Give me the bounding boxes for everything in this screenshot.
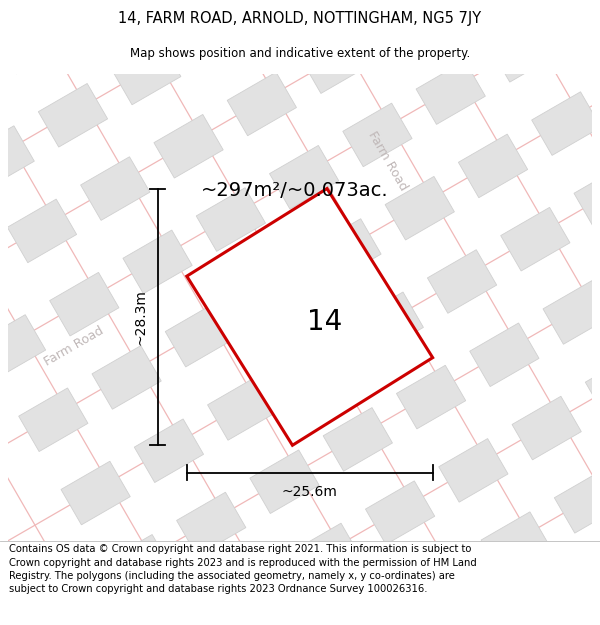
Polygon shape	[439, 439, 508, 502]
Polygon shape	[323, 408, 392, 471]
Polygon shape	[334, 596, 404, 625]
Polygon shape	[447, 0, 517, 9]
Polygon shape	[481, 512, 550, 576]
Polygon shape	[512, 396, 581, 460]
Polygon shape	[543, 281, 600, 344]
Text: ~25.6m: ~25.6m	[282, 485, 338, 499]
Polygon shape	[500, 208, 570, 271]
Text: ~28.3m: ~28.3m	[133, 289, 147, 345]
Polygon shape	[292, 523, 361, 587]
Polygon shape	[7, 199, 77, 262]
Polygon shape	[103, 534, 173, 598]
Polygon shape	[134, 419, 203, 482]
Polygon shape	[343, 103, 412, 167]
Polygon shape	[281, 334, 350, 398]
Polygon shape	[219, 566, 288, 625]
Polygon shape	[586, 354, 600, 418]
Polygon shape	[187, 189, 433, 445]
Polygon shape	[146, 608, 215, 625]
Polygon shape	[470, 323, 539, 387]
Polygon shape	[416, 61, 485, 124]
Polygon shape	[269, 146, 339, 209]
Polygon shape	[258, 0, 328, 20]
Polygon shape	[123, 230, 192, 294]
Polygon shape	[408, 554, 477, 618]
Polygon shape	[354, 292, 424, 356]
Polygon shape	[19, 388, 88, 451]
Polygon shape	[50, 272, 119, 336]
Text: 14, FARM ROAD, ARNOLD, NOTTINGHAM, NG5 7JY: 14, FARM ROAD, ARNOLD, NOTTINGHAM, NG5 7…	[118, 11, 482, 26]
Polygon shape	[365, 481, 435, 544]
Polygon shape	[397, 365, 466, 429]
Polygon shape	[208, 377, 277, 440]
Text: Map shows position and indicative extent of the property.: Map shows position and indicative extent…	[130, 47, 470, 59]
Polygon shape	[185, 0, 254, 62]
Polygon shape	[312, 219, 381, 282]
Polygon shape	[458, 134, 527, 198]
Polygon shape	[61, 461, 130, 525]
Text: ~297m²/~0.073ac.: ~297m²/~0.073ac.	[202, 181, 389, 200]
Polygon shape	[0, 10, 65, 74]
Text: 14: 14	[307, 308, 342, 336]
Polygon shape	[0, 314, 46, 378]
Polygon shape	[69, 0, 139, 31]
Polygon shape	[554, 469, 600, 533]
Polygon shape	[374, 0, 443, 51]
Polygon shape	[239, 261, 308, 324]
Polygon shape	[427, 250, 497, 313]
Polygon shape	[250, 450, 319, 514]
Text: Farm Road: Farm Road	[365, 129, 410, 193]
Polygon shape	[154, 114, 223, 178]
Polygon shape	[196, 188, 266, 251]
Polygon shape	[301, 30, 370, 93]
Polygon shape	[490, 19, 559, 82]
Polygon shape	[532, 92, 600, 156]
Polygon shape	[0, 241, 4, 305]
Polygon shape	[574, 165, 600, 229]
Text: Farm Road: Farm Road	[43, 324, 106, 368]
Polygon shape	[176, 492, 246, 556]
Polygon shape	[563, 0, 600, 40]
Polygon shape	[385, 176, 454, 240]
Polygon shape	[0, 126, 34, 189]
Polygon shape	[38, 84, 107, 147]
Text: Contains OS data © Crown copyright and database right 2021. This information is : Contains OS data © Crown copyright and d…	[9, 544, 477, 594]
Polygon shape	[112, 41, 181, 105]
Polygon shape	[165, 303, 235, 367]
Polygon shape	[227, 72, 296, 136]
Polygon shape	[80, 157, 150, 221]
Polygon shape	[92, 346, 161, 409]
